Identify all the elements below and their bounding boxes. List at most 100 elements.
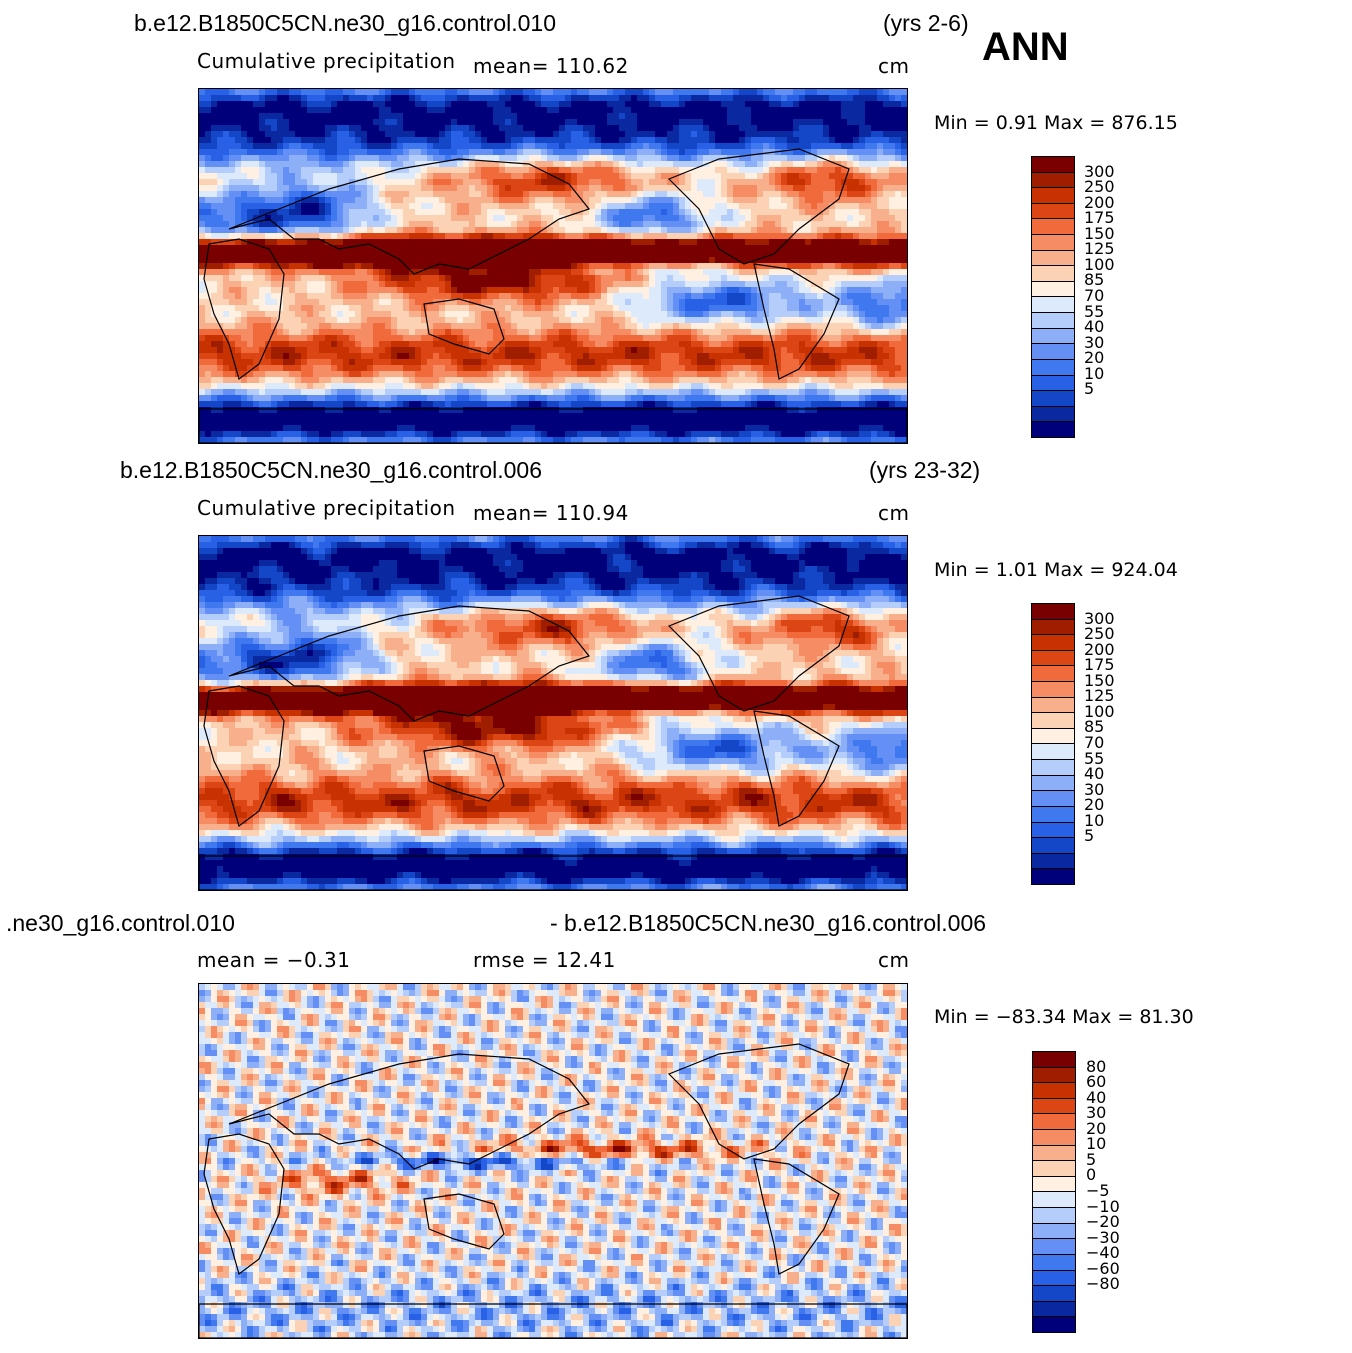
colorbar-label: 125 <box>1084 239 1115 258</box>
colorbar-label: 55 <box>1084 749 1104 768</box>
colorbar-label: 70 <box>1084 733 1104 752</box>
panel3-map <box>198 983 908 1339</box>
coastline <box>753 1158 840 1275</box>
colorbar-label: −5 <box>1086 1181 1110 1200</box>
panel2-years: (yrs 23-32) <box>869 457 980 484</box>
coastline <box>753 263 840 380</box>
colorbar-swatch <box>1032 328 1074 345</box>
colorbar-label: 250 <box>1084 624 1115 643</box>
panel1-minmax: Min = 0.91 Max = 876.15 <box>934 112 1178 134</box>
colorbar-label: 70 <box>1084 286 1104 305</box>
colorbar-swatch <box>1032 728 1074 745</box>
colorbar-swatch <box>1032 650 1074 667</box>
colorbar-label: 20 <box>1084 348 1104 367</box>
colorbar-swatch <box>1032 806 1074 823</box>
colorbar-label: 200 <box>1084 193 1115 212</box>
colorbar-swatch <box>1033 1130 1075 1146</box>
panel3-units: cm <box>878 948 909 972</box>
colorbar-label: −80 <box>1086 1274 1120 1293</box>
colorbar-swatch <box>1032 744 1074 761</box>
coastline <box>667 595 850 712</box>
colorbar-swatch <box>1032 406 1074 423</box>
colorbar-swatch <box>1033 1239 1075 1255</box>
colorbar-swatch <box>1033 1208 1075 1224</box>
colorbar-swatch <box>1032 838 1074 854</box>
colorbar-label: 5 <box>1086 1150 1096 1169</box>
colorbar-label: 20 <box>1084 795 1104 814</box>
panel1-units: cm <box>878 54 909 78</box>
panel2-map <box>198 535 908 891</box>
coastline <box>667 1043 850 1160</box>
colorbar-swatch <box>1033 1286 1075 1302</box>
colorbar-label: 250 <box>1084 177 1115 196</box>
colorbar-swatch <box>1033 1254 1075 1271</box>
colorbar-label: 85 <box>1084 270 1104 289</box>
panel1-colorbar <box>1031 156 1075 438</box>
colorbar-swatch <box>1032 297 1074 314</box>
colorbar-swatch <box>1032 619 1074 636</box>
colorbar-label: 125 <box>1084 686 1115 705</box>
colorbar-swatch <box>1033 1223 1075 1240</box>
colorbar-label: −60 <box>1086 1259 1120 1278</box>
colorbar-swatch <box>1033 1161 1075 1177</box>
panel1-mean: mean= 110.62 <box>473 54 629 78</box>
colorbar-label: 30 <box>1084 780 1104 799</box>
colorbar-label: 10 <box>1084 364 1104 383</box>
coastline <box>203 238 285 381</box>
colorbar-swatch <box>1032 869 1074 884</box>
panel2-minmax: Min = 1.01 Max = 924.04 <box>934 559 1178 581</box>
colorbar-label: −10 <box>1086 1197 1120 1216</box>
panel2-map-field <box>199 536 907 890</box>
panel1-map <box>198 88 908 444</box>
colorbar-label: 300 <box>1084 162 1115 181</box>
colorbar-swatch <box>1032 203 1074 220</box>
panel1-variable: Cumulative precipitation <box>197 49 456 73</box>
panel3-colorbar-labels: 80 60 40 30 20 10 5 0 −5 −10 −20 −30 −40 −60 −80 <box>1086 1051 1146 1331</box>
colorbar-label: 100 <box>1084 255 1115 274</box>
colorbar-swatch <box>1033 1176 1075 1193</box>
colorbar-swatch <box>1032 422 1074 437</box>
panel3-mean: mean = −0.31 <box>197 948 350 972</box>
colorbar-swatch <box>1032 188 1074 204</box>
panel3-rmse: rmse = 12.41 <box>473 948 616 972</box>
colorbar-label: 150 <box>1084 671 1115 690</box>
colorbar-label: 60 <box>1086 1072 1106 1091</box>
colorbar-label: 40 <box>1086 1088 1106 1107</box>
colorbar-swatch <box>1032 313 1074 329</box>
panel3-minmax: Min = −83.34 Max = 81.30 <box>934 1006 1194 1028</box>
colorbar-label: 5 <box>1084 379 1094 398</box>
coastline <box>423 1193 505 1250</box>
colorbar-swatch <box>1032 791 1074 807</box>
panel2-units: cm <box>878 501 909 525</box>
colorbar-swatch <box>1032 375 1074 392</box>
coastline <box>203 1133 285 1276</box>
colorbar-swatch <box>1033 1317 1075 1332</box>
colorbar-swatch <box>1032 775 1074 792</box>
colorbar-label: 10 <box>1086 1134 1106 1153</box>
panel3-case-left: .ne30_g16.control.010 <box>6 910 235 937</box>
colorbar-label: 40 <box>1084 317 1104 336</box>
colorbar-swatch <box>1032 266 1074 282</box>
colorbar-label: 80 <box>1086 1057 1106 1076</box>
colorbar-swatch <box>1032 250 1074 267</box>
colorbar-label: 30 <box>1084 333 1104 352</box>
colorbar-swatch <box>1033 1098 1075 1115</box>
panel1-map-field <box>199 89 907 443</box>
colorbar-swatch <box>1033 1145 1075 1162</box>
colorbar-swatch <box>1033 1114 1075 1131</box>
colorbar-label: 0 <box>1086 1165 1096 1184</box>
panel2-mean: mean= 110.94 <box>473 501 629 525</box>
colorbar-label: 175 <box>1084 655 1115 674</box>
coastline <box>203 685 285 828</box>
colorbar-label: 40 <box>1084 764 1104 783</box>
colorbar-label: 5 <box>1084 826 1094 845</box>
colorbar-swatch <box>1032 281 1074 298</box>
colorbar-label: 55 <box>1084 302 1104 321</box>
colorbar-swatch <box>1032 359 1074 376</box>
coastline <box>753 710 840 827</box>
panel2-variable: Cumulative precipitation <box>197 496 456 520</box>
colorbar-swatch <box>1033 1192 1075 1209</box>
panel3-case-right: - b.e12.B1850C5CN.ne30_g16.control.006 <box>550 910 986 937</box>
colorbar-swatch <box>1032 391 1074 407</box>
colorbar-swatch <box>1032 697 1074 714</box>
